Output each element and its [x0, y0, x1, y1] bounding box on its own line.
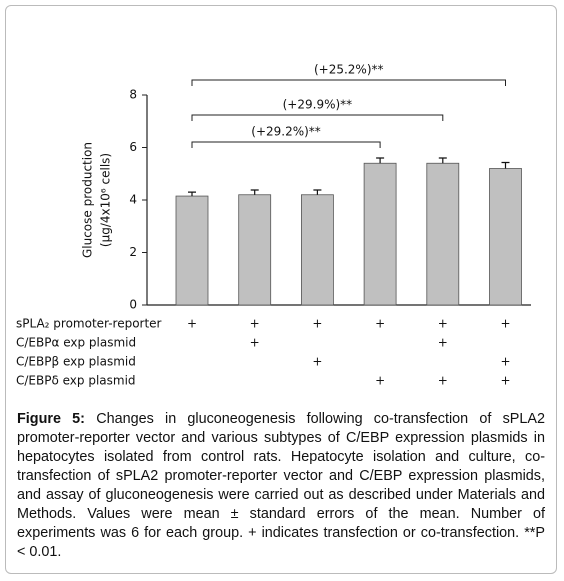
caption-text: Changes in gluconeogenesis following co-… — [17, 411, 545, 560]
condition-mark: + — [500, 317, 510, 331]
y-tick-label: 8 — [129, 88, 137, 102]
bar — [238, 194, 272, 306]
condition-mark: + — [375, 374, 385, 388]
error-bar — [313, 189, 322, 195]
bar — [426, 162, 460, 306]
annotation: (+25.2%)** — [314, 63, 384, 77]
caption: Figure 5: Changes in gluconeogenesis fol… — [17, 410, 545, 562]
y-tick-label: 4 — [129, 193, 137, 207]
y-tick-label: 2 — [129, 245, 137, 259]
condition-mark: + — [500, 374, 510, 388]
error-bar — [188, 191, 196, 197]
condition-mark: + — [187, 317, 197, 331]
bar — [175, 195, 209, 306]
y-axis-label: Glucose production — [81, 142, 95, 258]
condition-label: C/EBPδ exp plasmid — [16, 374, 136, 388]
condition-label: C/EBPβ exp plasmid — [16, 355, 136, 369]
condition-mark: + — [250, 317, 260, 331]
significance-bracket — [191, 141, 381, 148]
condition-mark: + — [438, 374, 448, 388]
error-bar — [501, 161, 510, 169]
error-bar — [250, 189, 259, 195]
condition-mark: + — [312, 317, 322, 331]
y-tick-label: 0 — [129, 298, 137, 312]
condition-mark: + — [500, 355, 510, 369]
error-bar — [376, 157, 385, 164]
condition-mark: + — [438, 317, 448, 331]
figure: Glucose production (μg/4x10⁶ cells) 0 2 4 6 8 (… — [5, 5, 557, 574]
condition-mark: + — [438, 336, 448, 350]
condition-mark: + — [250, 336, 260, 350]
y-tick-label: 6 — [129, 140, 137, 154]
condition-mark: + — [312, 355, 322, 369]
caption-label: Figure 5: — [17, 411, 85, 427]
annotation: (+29.9%)** — [283, 98, 353, 112]
y-axis-label: (μg/4x10⁶ cells) — [99, 153, 113, 247]
significance-bracket — [191, 114, 444, 121]
bar — [363, 162, 397, 306]
chart: Glucose production (μg/4x10⁶ cells) 0 2 4 6 8 (… — [16, 63, 531, 388]
error-bar — [438, 157, 447, 164]
condition-mark: + — [375, 317, 385, 331]
condition-label: C/EBPα exp plasmid — [16, 336, 136, 350]
condition-label: sPLA₂ promoter-reporter — [16, 317, 162, 331]
significance-bracket — [191, 79, 506, 86]
annotation: (+29.2%)** — [251, 125, 321, 139]
bar — [489, 168, 522, 306]
bar — [300, 194, 334, 306]
